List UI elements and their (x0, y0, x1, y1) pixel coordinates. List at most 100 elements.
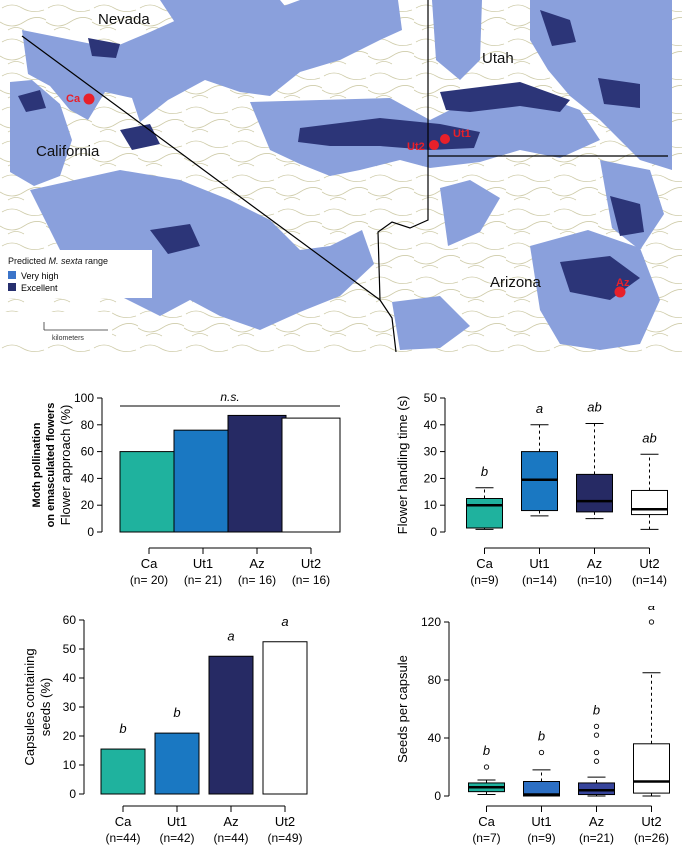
sample-size-label: (n=42) (159, 831, 194, 845)
scale-bar: kilometers (0, 312, 112, 342)
box-ut2 (633, 743, 670, 794)
x-tick-label: Ca (476, 556, 493, 571)
box-ut1 (521, 451, 558, 512)
significance-letter: b (483, 743, 490, 758)
seeds-per-capsule-chart: 0 40 80 120 Ca (n=7) Ut1 (n=9) Az (n=21) Ut2 (n=26)… (395, 606, 670, 845)
x-tick-label: Ut1 (529, 556, 549, 571)
sample-size-label: (n=10) (577, 573, 612, 587)
significance-letter: b (119, 721, 126, 736)
ns-annotation: n.s. (220, 390, 239, 404)
significance-letter: a (281, 614, 288, 629)
significance-letter: b (173, 705, 180, 720)
sample-size-label: (n=14) (632, 573, 667, 587)
state-label-california: California (36, 143, 100, 160)
bar-ca (119, 451, 179, 533)
y-tick-label: 30 (63, 700, 77, 714)
y-tick-label: 20 (63, 729, 77, 743)
significance-letter: ab (642, 430, 656, 445)
map-legend: Predicted M. sexta range Very high Excel… (0, 250, 152, 298)
site-label-ut1: Ut1 (453, 128, 471, 140)
range-map: Nevada Utah California Arizona Ca Ut1 Ut… (0, 0, 682, 352)
flower-handling-time-chart: 0 10 20 30 40 50 Ca (n=9) Ut1 (n=14) Az (n=10) Ut2 (n… (395, 391, 668, 587)
legend-label-very-high: Very high (21, 271, 59, 281)
state-borders (21, 0, 668, 352)
site-label-ut2: Ut2 (407, 141, 425, 153)
excellent-range (18, 10, 644, 300)
bar-ut2 (262, 641, 308, 795)
significance-letter: a (648, 606, 655, 613)
bar-ca (100, 748, 146, 795)
y-tick-label: 20 (424, 471, 438, 485)
x-tick-label: Ca (141, 556, 158, 571)
significance-letter: b (481, 464, 488, 479)
sample-size-label: (n=9) (470, 573, 498, 587)
significance-letter: a (227, 628, 234, 643)
state-label-arizona: Arizona (490, 274, 542, 291)
outlier-point (648, 619, 655, 625)
y-tick-label: 60 (63, 613, 77, 627)
x-tick-label: Ut1 (167, 814, 187, 829)
box-ut1 (523, 781, 560, 797)
sample-size-label: (n=9) (527, 831, 555, 845)
bar-az (227, 414, 287, 533)
x-tick-label: Az (223, 814, 238, 829)
sample-size-label: (n=21) (579, 831, 614, 845)
x-tick-label: Az (589, 814, 604, 829)
bar-ut2 (281, 417, 341, 533)
sample-size-label: (n= 16) (292, 573, 330, 587)
capsules-containing-seeds-chart: 0 10 20 30 40 50 60 Ca (n=44) Ut1 (n=42) Az (n=44) Ut… (22, 613, 308, 845)
y-tick-label: 40 (428, 731, 442, 745)
x-tick-label: Az (249, 556, 264, 571)
sample-size-label: (n=44) (213, 831, 248, 845)
y-tick-label: 80 (428, 673, 442, 687)
y-axis-label: seeds (%) (38, 678, 53, 737)
legend-label-excellent: Excellent (21, 283, 58, 293)
sample-size-label: (n= 20) (130, 573, 168, 587)
sample-size-label: (n=44) (105, 831, 140, 845)
y-tick-label: 0 (87, 525, 94, 539)
y-tick-label: 10 (63, 758, 77, 772)
outlier-point (593, 732, 600, 738)
y-tick-label: 60 (81, 445, 95, 459)
sample-size-label: (n= 16) (238, 573, 276, 587)
outlier-point (483, 764, 490, 770)
box-ut2 (631, 489, 668, 516)
outlier-point (593, 723, 600, 730)
sample-size-label: (n=14) (522, 573, 557, 587)
state-label-utah: Utah (482, 50, 514, 67)
box-az (576, 473, 613, 513)
outlier-point (593, 758, 600, 764)
y-axis-label: Capsules containing (22, 648, 37, 765)
y-tick-label: 50 (424, 391, 438, 405)
y-tick-label: 20 (81, 498, 95, 512)
bar-ut1 (173, 429, 233, 533)
x-tick-label: Ut2 (301, 556, 321, 571)
y-tick-label: 40 (424, 418, 438, 432)
site-markers: Ca Ut1 Ut2 Az (66, 93, 630, 298)
box-ca (466, 498, 503, 529)
box-az (578, 782, 615, 796)
bar-az (208, 655, 254, 795)
y-axis-label-group: Moth pollination (31, 422, 43, 507)
sample-size-label: (n=26) (634, 831, 669, 845)
legend-swatch-excellent (8, 283, 16, 291)
sample-size-label: (n= 21) (184, 573, 222, 587)
state-labels: Nevada Utah California Arizona (36, 11, 542, 291)
x-tick-label: Ut2 (639, 556, 659, 571)
x-tick-label: Ut1 (193, 556, 213, 571)
x-tick-label: Az (587, 556, 602, 571)
x-tick-label: Ut2 (641, 814, 661, 829)
y-tick-label: 0 (434, 789, 441, 803)
y-tick-label: 0 (430, 525, 437, 539)
flower-approach-chart: 0 20 40 60 80 100 Ca (n= 20) Ut1 (n= 21) Az (n= 16)… (31, 390, 341, 587)
significance-letter: a (536, 401, 543, 416)
y-axis-label: Seeds per capsule (395, 655, 410, 763)
y-tick-label: 120 (421, 615, 441, 629)
sample-size-label: (n=7) (472, 831, 500, 845)
y-axis-label: Flower approach (%) (58, 405, 73, 526)
y-tick-label: 100 (74, 391, 94, 405)
svg-text:kilometers: kilometers (52, 335, 84, 342)
y-tick-label: 30 (424, 445, 438, 459)
state-label-nevada: Nevada (98, 11, 150, 28)
y-tick-label: 50 (63, 642, 77, 656)
